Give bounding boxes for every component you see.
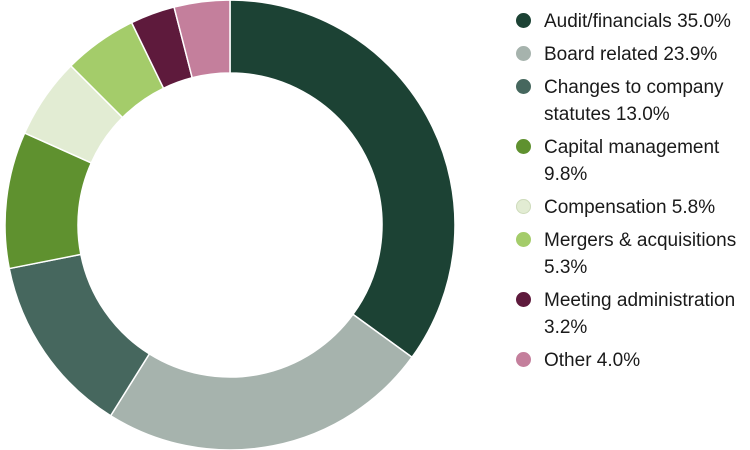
legend-swatch: [516, 79, 531, 94]
legend-label-value: 4.0%: [591, 350, 641, 371]
legend-swatch: [516, 292, 531, 307]
chart-legend: Audit/financials 35.0% Board related 23.9…: [516, 8, 746, 380]
legend-item-compensation: Compensation 5.8%: [516, 194, 746, 221]
legend-item-other: Other 4.0%: [516, 347, 746, 374]
legend-label: Other 4.0%: [544, 347, 640, 374]
legend-label: Capital management 9.8%: [544, 134, 746, 188]
legend-item-changes-to-company-statutes: Changes to company statutes 13.0%: [516, 74, 746, 128]
legend-label-name: Other: [544, 350, 592, 371]
legend-label-value: 35.0%: [671, 11, 731, 32]
legend-label-name: Changes to company statutes: [544, 77, 724, 125]
legend-swatch: [516, 232, 531, 247]
legend-item-capital-management: Capital management 9.8%: [516, 134, 746, 188]
donut-plot-area: [4, 0, 456, 450]
legend-swatch: [516, 46, 531, 61]
slice-audit-financials: [229, 0, 456, 359]
legend-label: Mergers & acquisitions 5.3%: [544, 227, 746, 281]
legend-item-meeting-administration: Meeting administration 3.2%: [516, 287, 746, 341]
legend-label-value: 9.8%: [544, 164, 588, 185]
legend-item-audit-financials: Audit/financials 35.0%: [516, 8, 746, 35]
legend-label: Meeting administration 3.2%: [544, 287, 746, 341]
legend-item-board-related: Board related 23.9%: [516, 41, 746, 68]
legend-label-name: Meeting administration: [544, 290, 736, 311]
legend-label: Board related 23.9%: [544, 41, 717, 68]
slice-other: [173, 0, 231, 79]
legend-swatch: [516, 139, 531, 154]
legend-label-name: Compensation: [544, 197, 667, 218]
legend-label-name: Mergers & acquisitions: [544, 230, 737, 251]
legend-label-value: 3.2%: [544, 317, 588, 338]
legend-label-name: Audit/financials: [544, 11, 672, 32]
legend-swatch: [516, 352, 531, 367]
slice-board-related: [109, 313, 414, 450]
legend-label-value: 5.8%: [666, 197, 716, 218]
legend-label: Changes to company statutes 13.0%: [544, 74, 746, 128]
legend-swatch: [516, 13, 531, 28]
legend-label-value: 23.9%: [658, 44, 718, 65]
legend-item-mergers-acquisitions: Mergers & acquisitions 5.3%: [516, 227, 746, 281]
legend-label-value: 5.3%: [544, 257, 588, 278]
legend-label-value: 13.0%: [610, 104, 670, 125]
legend-label: Compensation 5.8%: [544, 194, 715, 221]
legend-swatch: [516, 199, 531, 214]
legend-label-name: Capital management: [544, 137, 720, 158]
legend-label-name: Board related: [544, 44, 659, 65]
legend-label: Audit/financials 35.0%: [544, 8, 731, 35]
